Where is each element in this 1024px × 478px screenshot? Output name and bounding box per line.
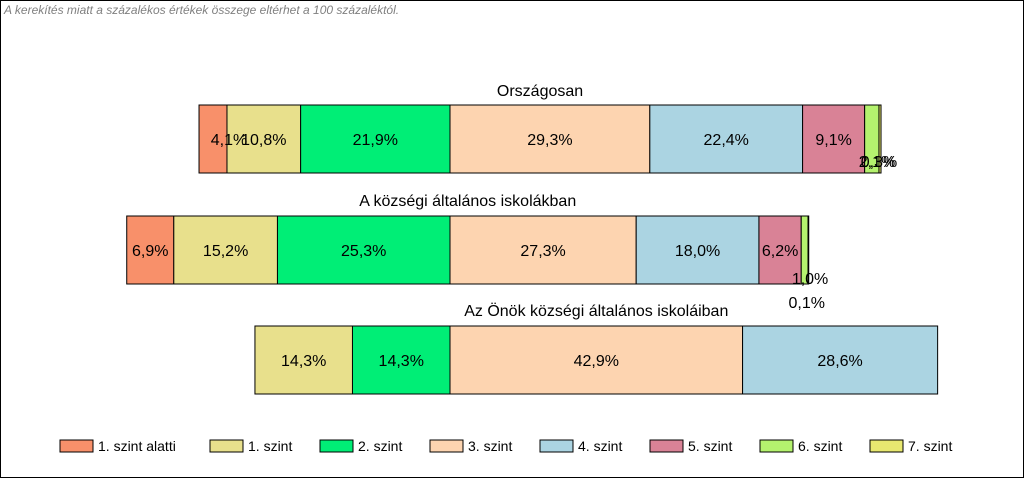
data-label-az-onok-kozsegi-altalanos-iskolaiban-3-szint: 42,9%	[574, 353, 619, 370]
legend-swatch-1-szint-alatti	[59, 439, 94, 453]
data-label-a-kozsegi-altalanos-iskolakban-3-szint: 27,3%	[520, 243, 565, 260]
rounding-note: A kerekítés miatt a százalékos értékek ö…	[4, 3, 400, 17]
bar-segment-orszagosan-3-szint	[449, 104, 651, 174]
series-title-orszagosan: Országosan	[497, 83, 583, 100]
data-label-orszagosan-2-szint: 21,9%	[353, 132, 398, 149]
bar-segment-a-kozsegi-altalanos-iskolakban-3-szint	[449, 215, 637, 285]
legend-swatch-1-szint	[209, 439, 244, 453]
data-label-az-onok-kozsegi-altalanos-iskolaiban-2-szint: 14,3%	[379, 353, 424, 370]
bar-segment-a-kozsegi-altalanos-iskolakban-4-szint	[635, 215, 760, 285]
bar-segment-a-kozsegi-altalanos-iskolakban-1-szint	[173, 215, 278, 285]
bar-segment-orszagosan-1-szint-alatti	[198, 104, 228, 174]
legend-label-2-szint: 2. szint	[358, 438, 402, 454]
data-label-az-onok-kozsegi-altalanos-iskolaiban-4-szint: 28,6%	[817, 353, 862, 370]
legend-label-3-szint: 3. szint	[468, 438, 512, 454]
data-label-az-onok-kozsegi-altalanos-iskolaiban-1-szint: 14,3%	[281, 353, 326, 370]
data-label-a-kozsegi-altalanos-iskolakban-1-szint-alatti: 6,9%	[132, 243, 168, 260]
bar-segment-a-kozsegi-altalanos-iskolakban-1-szint-alatti	[126, 215, 175, 285]
data-label-a-kozsegi-altalanos-iskolakban-5-szint: 6,2%	[762, 243, 798, 260]
bar-segment-az-onok-kozsegi-altalanos-iskolaiban-2-szint	[351, 325, 451, 395]
legend-swatch-6-szint	[759, 439, 794, 453]
data-label-a-kozsegi-altalanos-iskolakban-2-szint: 25,3%	[341, 243, 386, 260]
data-label-orszagosan-6-szint: 2,1%	[859, 154, 895, 171]
bar-segment-orszagosan-5-szint	[802, 104, 866, 174]
legend-label-6-szint: 6. szint	[798, 438, 842, 454]
bar-segment-az-onok-kozsegi-altalanos-iskolaiban-3-szint	[449, 325, 744, 395]
legend-swatch-2-szint	[319, 439, 354, 453]
series-title-a-kozsegi-altalanos-iskolakban: A községi általános iskolákban	[359, 193, 576, 210]
data-label-a-kozsegi-altalanos-iskolakban-4-szint: 18,0%	[675, 243, 720, 260]
legend-swatch-7-szint	[869, 439, 904, 453]
legend-swatch-3-szint	[429, 439, 464, 453]
bar-segment-a-kozsegi-altalanos-iskolakban-2-szint	[276, 215, 451, 285]
bar-segment-a-kozsegi-altalanos-iskolakban-7-szint	[807, 215, 810, 285]
data-label-orszagosan-5-szint: 9,1%	[815, 132, 851, 149]
legend-label-1-szint: 1. szint	[248, 438, 292, 454]
data-label-orszagosan-1-szint-alatti: 4,1%	[211, 132, 247, 149]
data-label-orszagosan-3-szint: 29,3%	[527, 132, 572, 149]
bar-segment-az-onok-kozsegi-altalanos-iskolaiban-4-szint	[742, 325, 939, 395]
legend-swatch-5-szint	[649, 439, 684, 453]
series-title-az-onok-kozsegi-altalanos-iskolaiban: Az Önök községi általános iskoláiban	[464, 302, 728, 320]
bar-segment-orszagosan-4-szint	[649, 104, 804, 174]
data-label-orszagosan-7-szint: 0,3%	[861, 154, 897, 171]
legend-label-5-szint: 5. szint	[688, 438, 732, 454]
data-label-orszagosan-4-szint: 22,4%	[704, 132, 749, 149]
legend-label-7-szint: 7. szint	[908, 438, 952, 454]
bar-segment-az-onok-kozsegi-altalanos-iskolaiban-1-szint	[254, 325, 353, 395]
legend-label-1-szint-alatti: 1. szint alatti	[98, 438, 176, 454]
bar-segment-a-kozsegi-altalanos-iskolakban-5-szint	[758, 215, 802, 285]
bar-segment-orszagosan-7-szint	[878, 104, 882, 174]
data-label-a-kozsegi-altalanos-iskolakban-7-szint: 0,1%	[788, 295, 824, 312]
data-label-a-kozsegi-altalanos-iskolakban-6-szint: 1,0%	[792, 271, 828, 288]
legend-swatch-4-szint	[539, 439, 574, 453]
data-label-orszagosan-1-szint: 10,8%	[241, 132, 286, 149]
data-label-a-kozsegi-altalanos-iskolakban-1-szint: 15,2%	[203, 243, 248, 260]
legend-label-4-szint: 4. szint	[578, 438, 622, 454]
